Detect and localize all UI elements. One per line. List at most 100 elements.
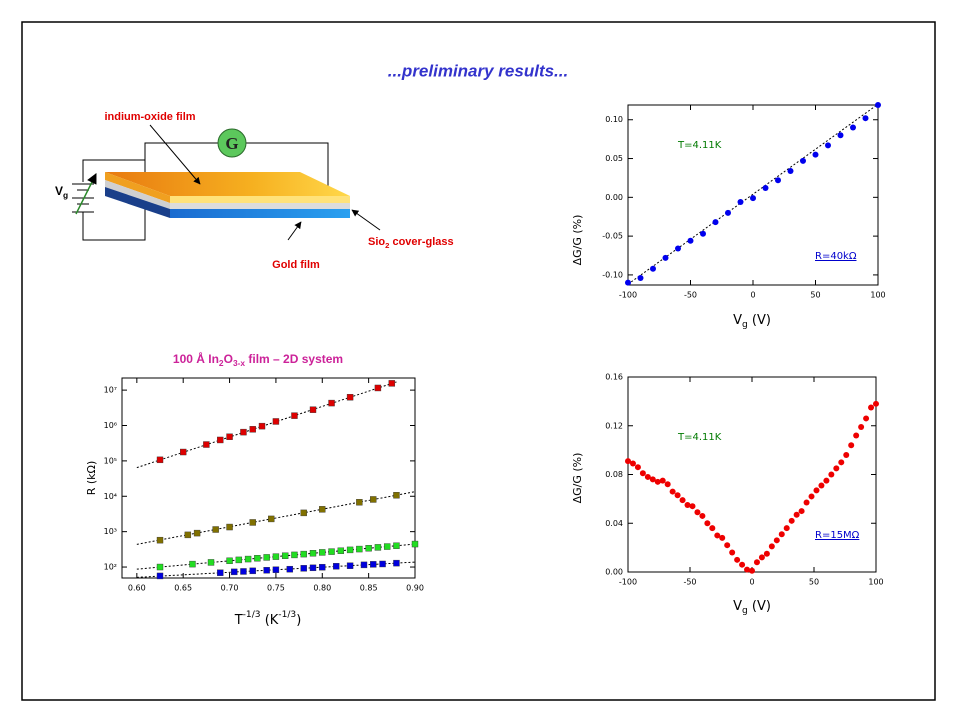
point [833, 465, 840, 472]
point [654, 478, 661, 485]
gold-label: Gold film [272, 259, 320, 271]
glass-side [105, 180, 170, 209]
point [319, 549, 326, 556]
point [750, 195, 756, 202]
y-tick-label: 0.08 [605, 470, 623, 479]
point [843, 452, 850, 458]
text-part: (K [261, 613, 279, 628]
point [226, 523, 233, 531]
point [679, 497, 686, 504]
point [700, 230, 706, 237]
point [783, 525, 790, 532]
point [217, 436, 224, 444]
y-tick-label: 10³ [104, 527, 117, 536]
point [230, 568, 238, 576]
y-axis-label: R (kΩ) [85, 461, 98, 496]
point [853, 432, 860, 439]
point [156, 536, 164, 544]
point [207, 559, 215, 566]
point [699, 512, 706, 519]
point [875, 102, 881, 108]
wire [82, 159, 145, 182]
point [300, 565, 307, 572]
x-axis-label: Vg (V) [733, 313, 771, 330]
x-tick-label: 0.60 [128, 584, 146, 593]
x-tick-label: 0.90 [406, 584, 424, 593]
point [281, 552, 289, 559]
y-tick-label: 10⁴ [104, 492, 117, 501]
point [694, 509, 701, 516]
point [825, 142, 831, 149]
x-tick-label: -50 [684, 291, 697, 300]
y-tick-label: 10⁶ [104, 421, 117, 430]
point [356, 499, 363, 506]
point [629, 460, 636, 467]
annotation: T=4.11K [677, 140, 722, 151]
point [848, 442, 855, 449]
point [684, 501, 691, 508]
point [328, 399, 335, 407]
x-tick-label: 0.65 [174, 584, 192, 593]
point [793, 511, 800, 518]
point [249, 567, 256, 575]
point [184, 531, 192, 539]
point [812, 151, 819, 158]
slide-frame [21, 21, 936, 701]
y-tick-label: 10⁷ [104, 386, 117, 395]
annotation: R=15MΩ [815, 530, 860, 541]
y-tick-label: 0.12 [605, 421, 623, 430]
text-part: 100 Å In [173, 351, 219, 366]
point [272, 553, 280, 560]
slide-title: ...preliminary results... [388, 61, 568, 80]
point [753, 559, 760, 566]
point [309, 406, 317, 413]
text-part: T [234, 613, 243, 628]
text-part: cover-glass [389, 236, 453, 248]
device-diagram: G indium-oxide film Vg Sio2 cover-glass … [55, 111, 454, 271]
y-tick-label: -0.05 [602, 232, 623, 241]
point [744, 566, 751, 573]
point [254, 555, 261, 562]
point [370, 496, 377, 503]
fit-line [136, 381, 397, 469]
point [862, 115, 869, 122]
point [644, 473, 651, 480]
x-tick-label: 50 [809, 578, 819, 587]
point [226, 433, 233, 440]
point [411, 540, 419, 548]
text-part: V [733, 599, 742, 614]
point [309, 550, 317, 557]
point [749, 567, 755, 574]
script-text: g [742, 320, 748, 330]
point [778, 531, 785, 538]
point [374, 544, 382, 551]
point [724, 542, 731, 549]
point [739, 561, 746, 568]
y-tick-label: 0.00 [605, 568, 623, 577]
point [674, 492, 681, 499]
point [291, 551, 298, 559]
point [217, 569, 224, 576]
y-tick-label: 0.16 [605, 373, 623, 382]
point [763, 550, 770, 557]
point [360, 561, 368, 569]
point [291, 412, 298, 419]
point [818, 482, 825, 489]
x-tick-label: 0.75 [267, 584, 285, 593]
point [328, 548, 335, 555]
point [226, 557, 233, 565]
point [240, 428, 247, 436]
text-part: ΔG/G (%) [571, 215, 584, 266]
point [156, 572, 164, 580]
point [808, 493, 815, 500]
point [669, 488, 676, 495]
point [758, 554, 765, 561]
point [800, 157, 806, 164]
point [393, 559, 400, 567]
point [714, 532, 721, 539]
plot-frame [627, 376, 877, 573]
fit-line [627, 103, 879, 285]
point [356, 545, 363, 553]
point [268, 515, 275, 523]
